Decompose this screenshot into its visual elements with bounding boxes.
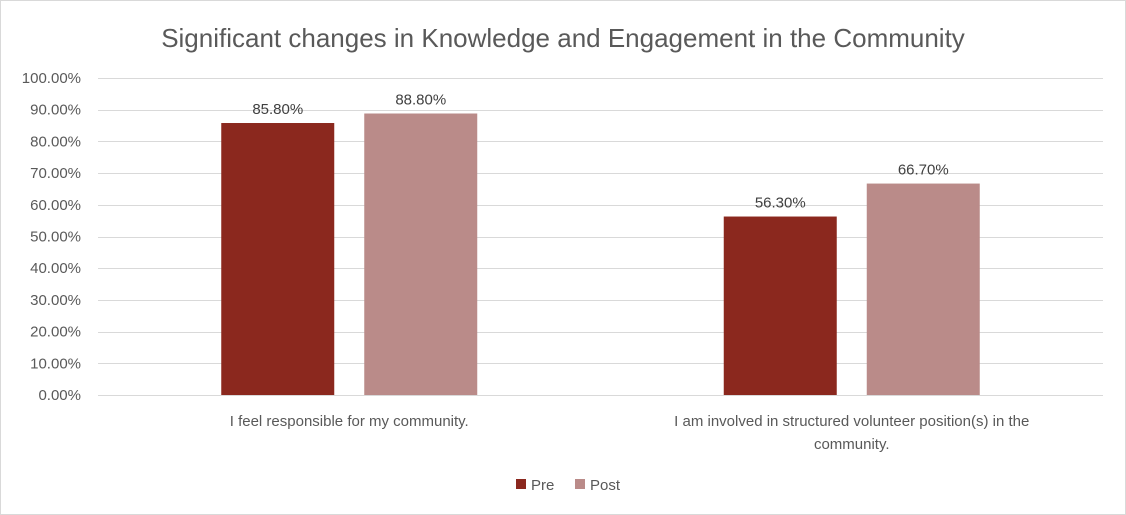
bar-post-0 <box>364 113 478 395</box>
y-tick-label: 80.00% <box>30 133 81 150</box>
y-tick-label: 40.00% <box>30 260 81 277</box>
legend-label-post: Post <box>590 477 621 494</box>
x-category-label: I feel responsible for my community. <box>230 413 469 430</box>
legend-label-pre: Pre <box>531 477 554 494</box>
bar-post-1 <box>866 183 980 395</box>
legend: Pre Post <box>516 477 621 494</box>
bar-pre-1 <box>723 216 837 395</box>
y-tick-label: 70.00% <box>30 165 81 182</box>
y-tick-label: 0.00% <box>38 387 81 404</box>
y-tick-label: 10.00% <box>30 355 81 372</box>
x-category-label: I am involved in structured volunteer po… <box>674 413 1029 430</box>
legend-swatch-post <box>575 479 585 489</box>
x-axis-category-labels: I feel responsible for my community. I am… <box>230 413 1030 453</box>
x-category-label: community. <box>814 436 890 453</box>
bar-pre-0 <box>221 123 335 395</box>
data-label: 88.80% <box>395 92 446 109</box>
legend-swatch-pre <box>516 479 526 489</box>
bars <box>221 113 980 395</box>
data-label: 85.80% <box>252 101 303 118</box>
data-label: 56.30% <box>755 195 806 212</box>
y-tick-label: 60.00% <box>30 197 81 214</box>
y-tick-label: 90.00% <box>30 102 81 119</box>
chart-title: Significant changes in Knowledge and Eng… <box>161 23 965 53</box>
y-tick-label: 50.00% <box>30 229 81 246</box>
data-labels: 85.80% 56.30% 88.80% 66.70% <box>252 92 948 212</box>
y-axis-tick-labels: 0.00% 10.00% 20.00% 30.00% 40.00% 50.00% 60.00… <box>22 70 81 404</box>
y-tick-label: 30.00% <box>30 292 81 309</box>
data-label: 66.70% <box>898 162 949 179</box>
y-tick-label: 20.00% <box>30 324 81 341</box>
y-tick-label: 100.00% <box>22 70 81 87</box>
